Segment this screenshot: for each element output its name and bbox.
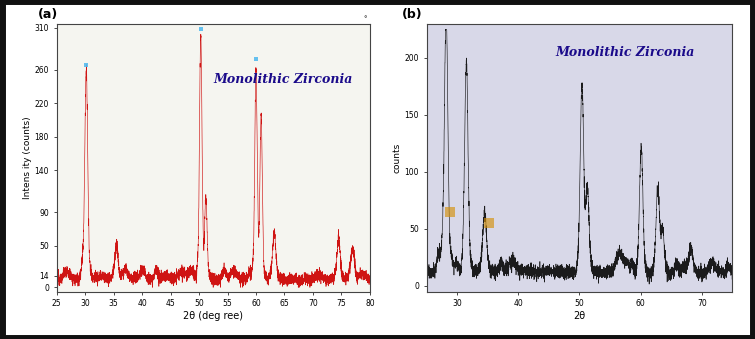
Text: °: ° — [363, 16, 367, 22]
Text: Monolithic Zirconia: Monolithic Zirconia — [555, 46, 695, 59]
Y-axis label: Intens ity (counts): Intens ity (counts) — [23, 116, 32, 199]
Text: (b): (b) — [402, 8, 423, 21]
Text: (a): (a) — [38, 8, 58, 21]
Text: Monolithic Zirconia: Monolithic Zirconia — [213, 73, 353, 86]
X-axis label: 2θ: 2θ — [573, 311, 586, 321]
X-axis label: 2θ (deg ree): 2θ (deg ree) — [183, 311, 243, 321]
Y-axis label: counts: counts — [393, 142, 402, 173]
